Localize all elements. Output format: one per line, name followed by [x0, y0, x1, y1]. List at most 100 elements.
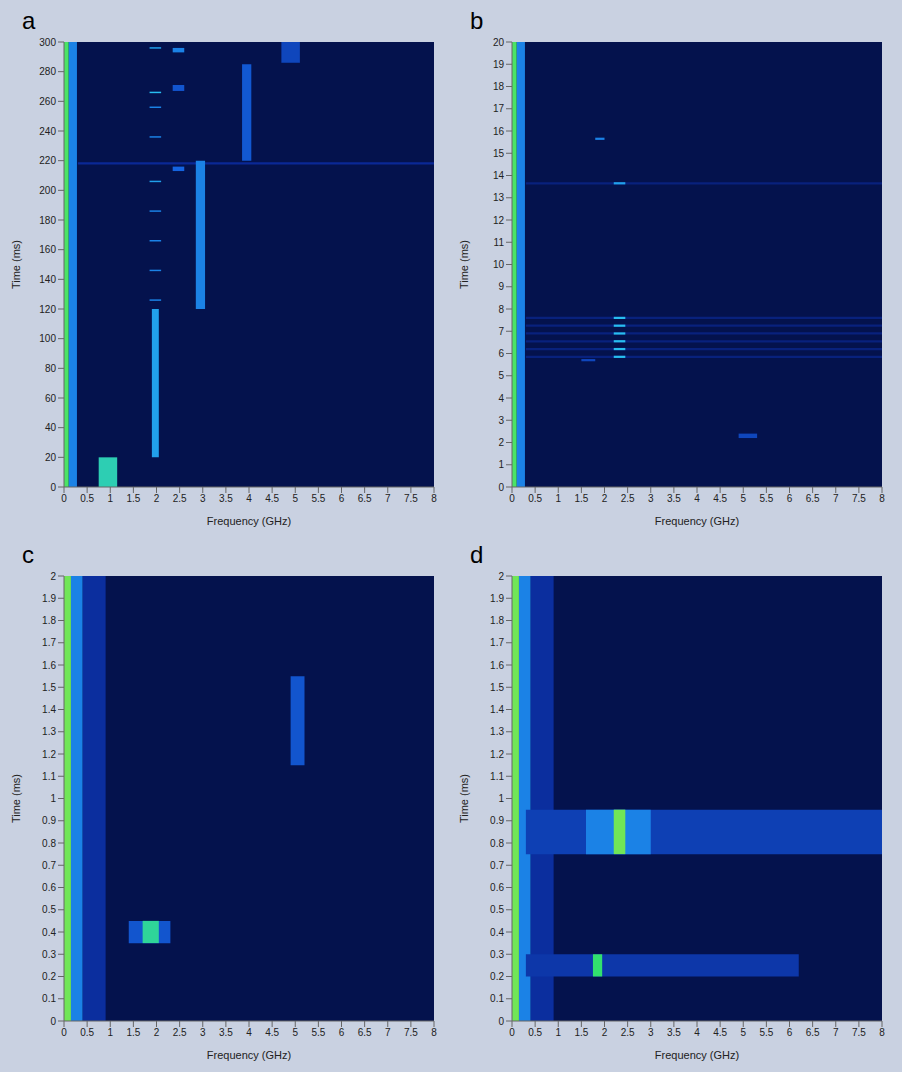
svg-text:0: 0: [61, 1027, 67, 1038]
svg-text:1: 1: [107, 1027, 113, 1038]
svg-text:3.5: 3.5: [667, 1027, 681, 1038]
svg-text:7.5: 7.5: [852, 493, 866, 504]
svg-text:100: 100: [39, 333, 56, 344]
svg-text:300: 300: [39, 37, 56, 48]
svg-text:1.5: 1.5: [490, 682, 504, 693]
svg-text:6: 6: [498, 348, 504, 359]
svg-text:0.8: 0.8: [490, 838, 504, 849]
svg-text:6: 6: [339, 1027, 345, 1038]
svg-text:1.2: 1.2: [42, 749, 56, 760]
svg-text:0.3: 0.3: [490, 949, 504, 960]
svg-text:0: 0: [498, 1016, 504, 1027]
svg-text:5: 5: [292, 493, 298, 504]
svg-text:Time (ms): Time (ms): [458, 240, 470, 289]
svg-text:180: 180: [39, 215, 56, 226]
svg-text:15: 15: [493, 148, 505, 159]
svg-text:6.5: 6.5: [806, 1027, 820, 1038]
svg-text:16: 16: [493, 126, 505, 137]
svg-text:5.5: 5.5: [759, 493, 773, 504]
svg-text:1.4: 1.4: [42, 704, 56, 715]
svg-text:0.3: 0.3: [42, 949, 56, 960]
svg-text:19: 19: [493, 59, 505, 70]
svg-text:8: 8: [431, 1027, 437, 1038]
svg-text:0.6: 0.6: [490, 882, 504, 893]
svg-text:11: 11: [494, 237, 505, 248]
svg-text:140: 140: [39, 274, 56, 285]
svg-text:4: 4: [246, 493, 252, 504]
svg-text:1.1: 1.1: [490, 771, 504, 782]
svg-text:280: 280: [39, 66, 56, 77]
svg-text:9: 9: [498, 281, 504, 292]
svg-text:3: 3: [498, 415, 504, 426]
svg-text:6.5: 6.5: [806, 493, 820, 504]
svg-text:1.7: 1.7: [490, 637, 504, 648]
svg-text:0: 0: [61, 493, 67, 504]
svg-text:5: 5: [740, 493, 746, 504]
svg-text:2.5: 2.5: [173, 493, 187, 504]
svg-text:1: 1: [50, 793, 56, 804]
svg-text:7.5: 7.5: [404, 493, 418, 504]
svg-text:1: 1: [555, 1027, 561, 1038]
svg-text:3: 3: [648, 493, 654, 504]
svg-text:7: 7: [833, 1027, 839, 1038]
svg-text:160: 160: [39, 244, 56, 255]
svg-text:0.4: 0.4: [490, 927, 504, 938]
svg-text:Frequency (GHz): Frequency (GHz): [207, 515, 291, 527]
svg-text:2.5: 2.5: [621, 1027, 635, 1038]
svg-text:Frequency (GHz): Frequency (GHz): [655, 1049, 739, 1061]
svg-text:2: 2: [154, 1027, 160, 1038]
svg-text:0.2: 0.2: [490, 971, 504, 982]
svg-text:5: 5: [292, 1027, 298, 1038]
svg-text:20: 20: [493, 37, 505, 48]
svg-text:1.2: 1.2: [490, 749, 504, 760]
svg-text:0.5: 0.5: [528, 1027, 542, 1038]
svg-text:0: 0: [50, 1016, 56, 1027]
svg-text:6: 6: [787, 493, 793, 504]
svg-text:2.5: 2.5: [621, 493, 635, 504]
svg-text:Frequency (GHz): Frequency (GHz): [207, 1049, 291, 1061]
svg-text:1.8: 1.8: [42, 615, 56, 626]
svg-text:1.7: 1.7: [42, 637, 56, 648]
svg-text:4.5: 4.5: [713, 1027, 727, 1038]
svg-text:0: 0: [509, 493, 515, 504]
svg-text:7: 7: [498, 326, 504, 337]
svg-text:0.5: 0.5: [80, 1027, 94, 1038]
svg-text:1.4: 1.4: [490, 704, 504, 715]
svg-text:4.5: 4.5: [265, 493, 279, 504]
svg-text:40: 40: [45, 422, 57, 433]
svg-text:0.9: 0.9: [490, 815, 504, 826]
svg-text:0.2: 0.2: [42, 971, 56, 982]
svg-text:2: 2: [498, 437, 504, 448]
svg-text:0: 0: [498, 482, 504, 493]
svg-text:0.5: 0.5: [528, 493, 542, 504]
svg-text:5: 5: [498, 370, 504, 381]
svg-text:3.5: 3.5: [667, 493, 681, 504]
svg-text:4: 4: [694, 493, 700, 504]
svg-text:Time (ms): Time (ms): [458, 774, 470, 823]
svg-text:8: 8: [431, 493, 437, 504]
svg-text:18: 18: [493, 81, 505, 92]
svg-text:0.1: 0.1: [42, 993, 56, 1004]
svg-text:13: 13: [493, 192, 505, 203]
svg-text:8: 8: [879, 493, 885, 504]
svg-text:1: 1: [555, 493, 561, 504]
svg-text:0.5: 0.5: [490, 904, 504, 915]
svg-text:4.5: 4.5: [265, 1027, 279, 1038]
svg-text:1: 1: [498, 459, 504, 470]
svg-text:1.5: 1.5: [126, 493, 140, 504]
svg-text:0.7: 0.7: [490, 860, 504, 871]
svg-text:5.5: 5.5: [759, 1027, 773, 1038]
svg-text:1.9: 1.9: [490, 593, 504, 604]
svg-text:7.5: 7.5: [852, 1027, 866, 1038]
svg-text:Frequency (GHz): Frequency (GHz): [655, 515, 739, 527]
svg-text:0.6: 0.6: [42, 882, 56, 893]
svg-text:2: 2: [602, 493, 608, 504]
svg-text:6: 6: [787, 1027, 793, 1038]
svg-text:0.5: 0.5: [42, 904, 56, 915]
svg-text:60: 60: [45, 393, 57, 404]
svg-text:3: 3: [200, 1027, 206, 1038]
svg-text:240: 240: [39, 126, 56, 137]
svg-text:200: 200: [39, 185, 56, 196]
svg-text:0: 0: [50, 482, 56, 493]
svg-text:1.5: 1.5: [574, 1027, 588, 1038]
